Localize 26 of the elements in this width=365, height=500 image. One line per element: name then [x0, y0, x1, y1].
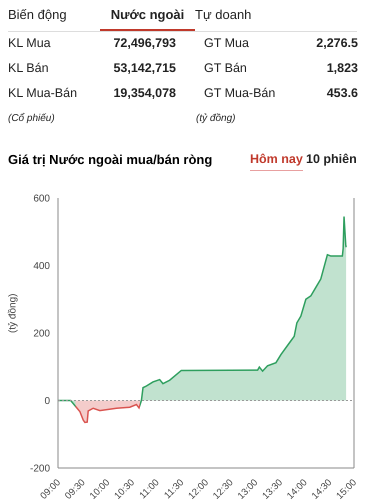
y-tick-label: 0	[44, 396, 50, 408]
text: KL Mua-Bán	[8, 86, 78, 100]
text: KL Mua	[8, 36, 52, 50]
y-tick-label: 400	[33, 261, 50, 272]
y-axis-title: (tỷ đồng)	[8, 294, 19, 333]
text: 2,276.5	[315, 36, 358, 50]
text: Tự doanh	[195, 6, 252, 24]
text: 453.6	[326, 86, 358, 100]
text: 53,142,715	[112, 61, 176, 75]
text: GT Mua-Bán	[204, 86, 276, 100]
text: Hôm nay	[250, 152, 303, 171]
text: 1,823	[326, 61, 358, 75]
text: (tỷ đồng)	[196, 113, 236, 124]
text: 19,354,078	[112, 86, 176, 100]
text: (Cổ phiếu)	[8, 113, 55, 124]
text: GT Bán	[204, 61, 248, 75]
y-tick-label: 200	[33, 328, 50, 340]
text: 10 phiên	[306, 152, 357, 168]
y-tick-label: -200	[30, 464, 50, 475]
text: GT Mua	[204, 36, 250, 50]
text: Biến động	[8, 6, 68, 24]
y-tick-label: 600	[33, 194, 50, 205]
chart-title: Giá trị Nước ngoài mua/bán ròng	[8, 152, 212, 167]
text: KL Bán	[8, 61, 50, 75]
text: 72,496,793	[112, 36, 176, 50]
text: Nước ngoài	[100, 0, 195, 31]
